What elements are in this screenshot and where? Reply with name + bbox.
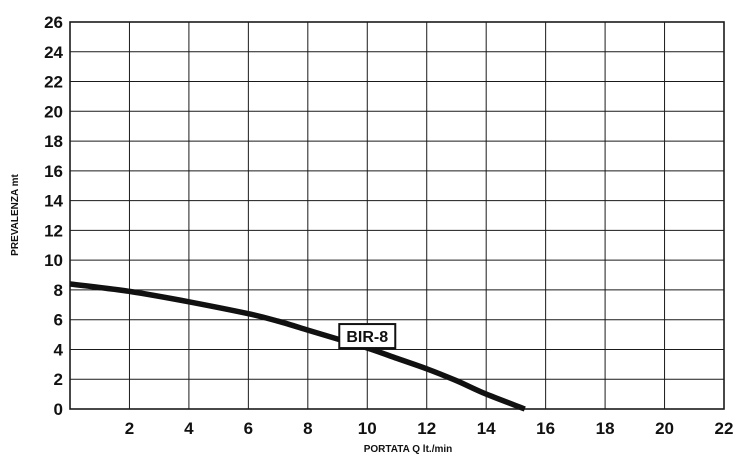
x-tick-label: 4 [184,419,194,438]
plot-border [69,21,725,410]
y-tick-label: 24 [44,43,63,62]
y-tick-label: 4 [54,340,64,359]
y-tick-label: 26 [44,13,63,32]
x-tick-label: 6 [244,419,253,438]
x-axis-label: PORTATA Q lt./min [364,444,453,454]
x-tick-label: 14 [477,419,496,438]
y-tick-label: 12 [44,221,63,240]
x-tick-label: 12 [417,419,436,438]
y-tick-label: 16 [44,162,63,181]
x-tick-labels: 2 4 6 8 10 12 14 16 18 20 22 [125,419,734,438]
x-tick-label: 20 [655,419,674,438]
grid [70,22,724,409]
x-tick-label: 10 [358,419,377,438]
y-tick-label: 10 [44,251,63,270]
y-tick-label: 0 [54,400,63,419]
y-tick-label: 6 [54,311,63,330]
y-tick-label: 2 [54,370,63,389]
x-tick-label: 22 [715,419,734,438]
x-tick-label: 2 [125,419,134,438]
plot-frame [69,21,725,410]
series-line [69,281,526,412]
y-tick-label: 14 [44,192,63,211]
y-tick-label: 20 [44,102,63,121]
y-axis-label: PREVALENZA mt [10,173,21,255]
x-tick-label: 16 [536,419,555,438]
series-label-box [338,323,397,350]
y-tick-label: 22 [44,73,63,92]
y-tick-label: 8 [54,281,63,300]
series-layer: BIR-8 [69,281,526,412]
x-tick-label: 18 [596,419,615,438]
x-tick-label: 8 [303,419,312,438]
y-tick-label: 18 [44,132,63,151]
series-label: BIR-8 [346,329,388,346]
